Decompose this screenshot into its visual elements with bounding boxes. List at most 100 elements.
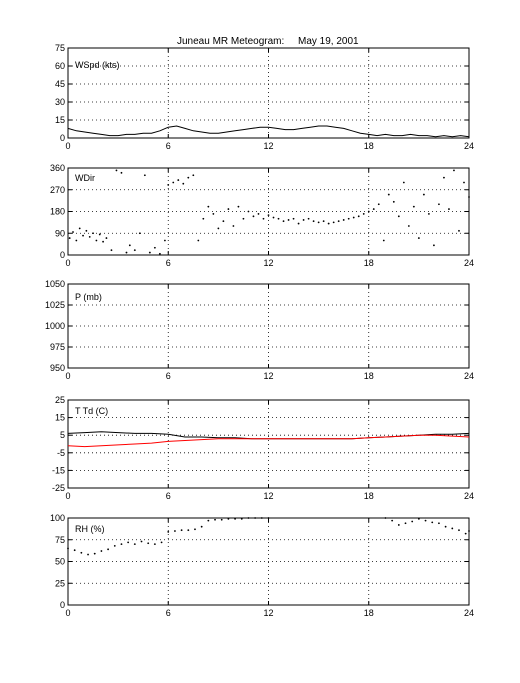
y-tick-label: 45 (55, 79, 65, 89)
data-point-wind-direction (92, 232, 94, 235)
data-point-wind-direction (282, 220, 285, 223)
x-tick-label: 0 (65, 371, 70, 381)
data-point-relative-humidity (67, 547, 69, 550)
x-tick-label: 12 (263, 141, 273, 151)
x-tick-label: 0 (65, 608, 70, 618)
data-point-relative-humidity (438, 522, 440, 525)
x-tick-label: 24 (464, 608, 474, 618)
data-point-wind-direction (453, 169, 455, 172)
data-point-wind-direction (377, 203, 380, 206)
data-point-wind-direction (342, 219, 345, 221)
data-point-wind-direction (153, 246, 156, 249)
data-point-wind-direction (105, 237, 108, 239)
data-point-relative-humidity (384, 517, 387, 519)
data-point-wind-direction (428, 213, 430, 215)
x-tick-label: 18 (364, 371, 374, 381)
panel-label-temperature-dewpoint: T Td (C) (75, 406, 108, 416)
data-point-relative-humidity (147, 542, 150, 545)
x-tick-label: 6 (166, 258, 171, 268)
data-point-relative-humidity (174, 530, 176, 532)
y-tick-label: -15 (52, 465, 65, 475)
data-point-wind-direction (387, 193, 390, 196)
x-tick-label: 18 (364, 141, 374, 151)
y-tick-label: 0 (60, 600, 65, 610)
y-tick-label: 30 (55, 97, 65, 107)
data-point-wind-direction (327, 222, 330, 225)
data-point-wind-direction (148, 251, 151, 254)
data-point-wind-direction (463, 181, 465, 184)
data-point-relative-humidity (254, 517, 257, 519)
data-point-wind-direction (302, 219, 305, 221)
data-point-wind-direction (202, 217, 205, 220)
series-line-temperature-dewpoint-1 (67, 434, 470, 448)
y-tick-label: 25 (55, 395, 65, 405)
y-tick-label: 1050 (45, 279, 65, 289)
y-tick-label: -5 (57, 448, 65, 458)
data-point-wind-direction (164, 239, 166, 242)
panel-relative-humidity: RH (%) 0 6 12 18 24 0 25 50 75 100 (50, 513, 474, 618)
y-tick-label: 975 (50, 342, 65, 352)
data-point-wind-direction (110, 249, 113, 252)
data-point-relative-humidity (267, 517, 270, 519)
data-point-relative-humidity (107, 548, 109, 551)
data-point-relative-humidity (207, 519, 210, 522)
data-point-wind-direction (357, 215, 360, 218)
data-point-wind-direction (448, 208, 450, 210)
y-tick-label: 180 (50, 207, 65, 217)
panel-label-pressure: P (mb) (75, 292, 102, 302)
data-point-wind-direction (88, 235, 91, 238)
data-point-wind-direction (352, 216, 355, 219)
data-point-wind-direction (367, 210, 370, 213)
data-point-relative-humidity (417, 517, 420, 520)
data-point-wind-direction (407, 225, 410, 227)
data-point-wind-direction (177, 179, 180, 181)
data-point-relative-humidity (458, 529, 460, 532)
data-point-relative-humidity (93, 552, 96, 555)
data-point-wind-direction (257, 213, 260, 215)
y-tick-label: 5 (60, 430, 65, 440)
data-point-relative-humidity (153, 543, 156, 545)
data-point-wind-direction (337, 220, 340, 223)
data-point-wind-direction (133, 249, 136, 252)
data-point-relative-humidity (240, 517, 243, 520)
data-point-wind-direction (438, 203, 440, 206)
data-point-wind-direction (402, 181, 405, 184)
data-point-wind-direction (262, 217, 265, 220)
data-point-relative-humidity (133, 543, 136, 545)
data-point-wind-direction (287, 219, 290, 221)
data-point-wind-direction (347, 217, 350, 220)
data-point-wind-direction (222, 220, 225, 223)
y-tick-label: 50 (55, 557, 65, 567)
data-point-wind-direction (120, 171, 123, 174)
data-point-wind-direction (75, 239, 78, 242)
figure-title-station: Juneau MR Meteogram: (177, 36, 284, 47)
data-point-wind-direction (332, 221, 335, 224)
data-point-wind-direction (172, 181, 175, 184)
data-point-relative-humidity (113, 544, 116, 547)
y-tick-label: 270 (50, 185, 65, 195)
data-point-wind-direction (102, 240, 104, 243)
y-tick-label: 75 (55, 43, 65, 53)
panel-label-wind-speed: WSpd (kts) (75, 60, 120, 70)
x-tick-label: 24 (464, 371, 474, 381)
data-point-wind-direction (317, 221, 320, 224)
series-line-wind-speed-0 (67, 125, 470, 138)
data-point-wind-direction (78, 227, 81, 230)
data-point-wind-direction (95, 239, 98, 242)
x-tick-label: 6 (166, 371, 171, 381)
y-tick-label: 950 (50, 363, 65, 373)
data-point-wind-direction (217, 227, 220, 230)
panel-pressure: P (mb) 0 6 12 18 24 950 975 1000 1025 1050 (45, 279, 474, 381)
data-point-wind-direction (322, 220, 325, 223)
data-point-relative-humidity (127, 541, 130, 544)
y-tick-label: 0 (60, 133, 65, 143)
data-point-wind-direction (158, 252, 161, 255)
data-point-relative-humidity (411, 520, 414, 523)
data-point-relative-humidity (468, 530, 470, 532)
x-tick-label: 12 (263, 371, 273, 381)
data-point-wind-direction (458, 229, 460, 232)
data-point-wind-direction (307, 217, 310, 220)
data-point-wind-direction (115, 169, 118, 172)
y-tick-label: 100 (50, 513, 65, 523)
